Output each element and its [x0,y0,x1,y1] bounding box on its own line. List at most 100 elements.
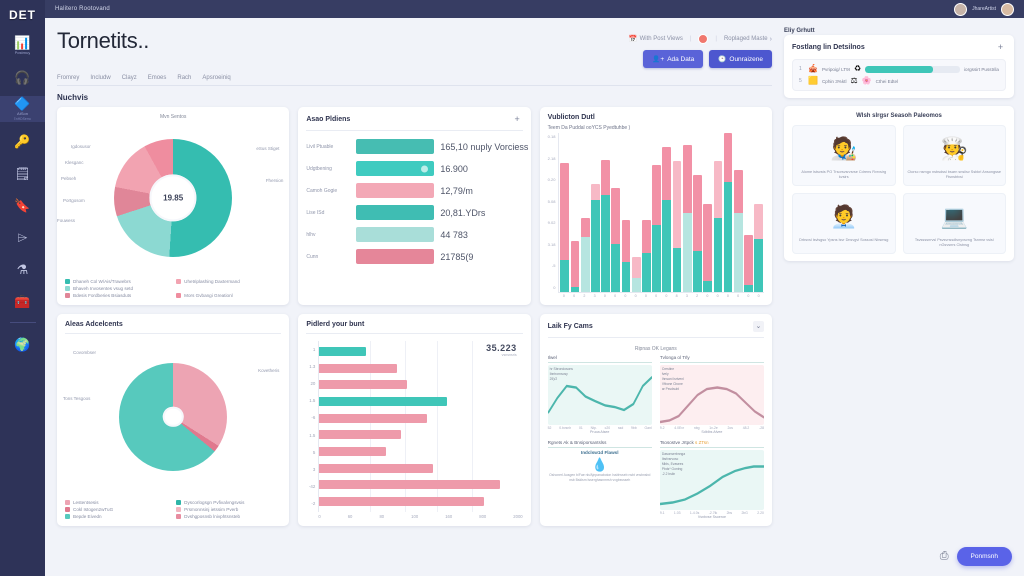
bar-list-row[interactable]: Udgtbening 16.900 [306,161,522,176]
h-bar[interactable] [319,396,448,406]
h-bar[interactable] [319,497,485,507]
circus-icon: 🎪 [808,64,818,73]
avatar[interactable] [954,2,968,16]
sidebar-item-list[interactable]: 🗒 [0,160,45,186]
mini-plot[interactable]: hr Sbrondosons Ibntrornsosy 25)/2 [547,365,652,425]
stacked-bar[interactable] [611,133,621,292]
pie-ring[interactable] [119,362,228,471]
sidebar-item-bicycle[interactable]: ⚗ [0,256,45,282]
fab-button[interactable]: Ponmsnh [956,547,1012,566]
legend-item[interactable]: Mors Gvbangi Greationl [176,293,281,298]
bar-list-row[interactable]: Cunn 21785(9 [306,249,522,264]
h-bar[interactable] [319,413,428,423]
h-bar[interactable] [319,430,401,440]
stacked-bar[interactable] [682,133,692,292]
stacked-bar[interactable] [601,133,610,292]
h-bar[interactable] [319,463,434,473]
legend-item[interactable]: Bhaveh Invosentes vsug setd [65,286,170,291]
list-item[interactable]: 5 🟨 Cphin 3%ktl ⚖ 🌸 Cthei Edtel [799,77,999,85]
tab-rach[interactable]: Rach [177,75,192,81]
bar-list-row[interactable]: Camoh Gogie 12,79/m [306,183,522,198]
rail-title: Eliy Grhutt [784,28,815,34]
legend-item[interactable]: Prsmonnsinj ietssim Pverb [176,507,281,512]
h-bar[interactable] [319,380,407,390]
sidebar-item-globe[interactable]: 🌍 [0,331,45,357]
avatar-secondary[interactable] [1001,2,1014,16]
header-link-master[interactable]: Roplaged Maste › [724,36,772,43]
tile[interactable]: 🧑‍💼 Drbsvsl lsvlsgso Ypsns lsvr Dnsvgvl … [792,193,896,254]
legend-item[interactable]: Dyscorlogsgn Pvfivalvngsvsis [176,500,281,505]
stacked-bar[interactable] [744,133,753,292]
stacked-bar[interactable] [570,133,580,292]
stacked-bar[interactable] [560,133,570,292]
stacked-bar[interactable] [652,133,661,292]
h-bar[interactable] [319,363,397,373]
mini-chart-rgnets: Rgnets Ak & Bnsiporsantslss Indclsw1d Fl… [547,440,652,519]
add-icon[interactable]: + [514,114,520,124]
bar-list-row[interactable]: Livil Ptuable 165,10 nuply Vorciess [306,139,528,154]
stacked-bar[interactable] [580,133,590,292]
sidebar-item-atson[interactable]: 🔷 AtSon EnHDSemo [0,96,45,122]
sidebar-item-toolbox[interactable]: 🧰 [0,288,45,314]
share-icon[interactable]: ⎙ [939,550,949,562]
stacked-bar[interactable] [713,133,723,292]
tab-apsroeiniq[interactable]: Apsroeiniq [202,75,231,81]
tab-includw[interactable]: Includw [90,75,111,81]
bar-list-row[interactable]: Lise ISd 20,81.YDrs [306,205,522,220]
ounraizene-button[interactable]: 🕑 Ounraizene [709,50,772,68]
h-bar[interactable] [319,446,387,456]
tile[interactable]: 🧑‍🍳 Ctorsc nsmgo nsbsdssl bsarn snsiisv … [902,125,1006,186]
tab-clayz[interactable]: Clayz [121,75,137,81]
sidebar-item-postrnuy[interactable]: 📊 Postrnuy [0,32,45,58]
stacked-bar[interactable] [723,133,733,292]
add-icon[interactable]: + [997,42,1004,52]
legend-item[interactable]: Bepde Eivedn [65,514,170,519]
card-header: Aleas Adcelcents [65,321,281,328]
legend-item[interactable]: Bdesis Fordberies Bsiasduts [65,293,170,298]
stacked-bar[interactable] [591,133,600,292]
tile[interactable]: 🧑‍🎨 Alome lstsvsts PO Trsorsvsrvsrse Cdr… [792,125,896,186]
x-tick: 3 [593,294,596,298]
stacked-bar[interactable] [621,133,631,292]
legend-item[interactable]: Cokl Istogen2wTuG [65,507,170,512]
alert-badge-icon[interactable] [698,34,709,44]
tab-emoes[interactable]: Emoes [147,75,167,81]
bar-list-row[interactable]: hlhv 44 783 [306,227,522,242]
legend-item[interactable]: Dvshgposnsb lnivphtsnsteb [176,514,281,519]
bar-segment-teal [723,182,733,292]
stacked-bar[interactable] [642,133,651,292]
sidebar-item-key[interactable]: 🔑 [0,128,45,154]
stacked-bar[interactable] [631,133,641,292]
stacked-bar[interactable] [693,133,702,292]
chevron-down-icon[interactable]: ⌄ [752,321,764,332]
h-bar[interactable] [319,346,367,356]
donut-leader-label: eSus Stiget [256,146,280,151]
legend-item[interactable]: Lestentsesis [65,500,170,505]
sidebar-item-funnel[interactable]: ⌲ [0,224,45,250]
tile[interactable]: 💻 Tsvssssnrvsl Psvsvnssdlsnyvsvng Tsnmsr… [902,193,1006,254]
stacked-bar[interactable] [703,133,712,292]
stacked-bar[interactable] [733,133,743,292]
mini-plot[interactable]: Dasonserbnnga Ibsfvsrvosc Mbls, Evasees … [659,450,764,510]
page-header: Tornetits.. 📅 With Post Views | | Ropla [57,28,772,68]
header-link-views[interactable]: 📅 With Post Views [629,35,683,43]
mini-plot[interactable]: Crestine fvely Ihnsani lsrtvenl Vfbone C… [659,365,764,425]
sidebar-item-headset[interactable]: 🎧 [0,64,45,90]
office-illustration-icon: 🧑‍💼 [830,204,858,229]
bar-list-bar [356,161,435,176]
legend-item[interactable]: Dhaneh Col W/Ais/Trawebrs [65,279,170,284]
stacked-bar[interactable] [754,133,764,292]
list-item[interactable]: 1 🎪 Pvripoig/ LT9I ♻ iorgssirt Pusstrila [799,65,999,73]
legend-item[interactable]: Uhetriplashing Daxtermand [176,279,281,284]
stacked-bar[interactable] [672,133,682,292]
stacked-bar[interactable] [662,133,672,292]
h-bar-label: 3 [312,466,316,472]
h-bar[interactable] [319,480,501,490]
donut-ring[interactable]: 19.85 [114,139,233,257]
tab-fromrey[interactable]: Fromrey [57,75,80,81]
add-data-button[interactable]: 👤+ Ada Data [643,50,704,68]
brand-logo[interactable]: DET [9,8,36,22]
sidebar-item-bookmark[interactable]: 🔖 [0,192,45,218]
x-tick: 9bb [631,426,637,430]
x-tick: 60 [347,514,353,519]
